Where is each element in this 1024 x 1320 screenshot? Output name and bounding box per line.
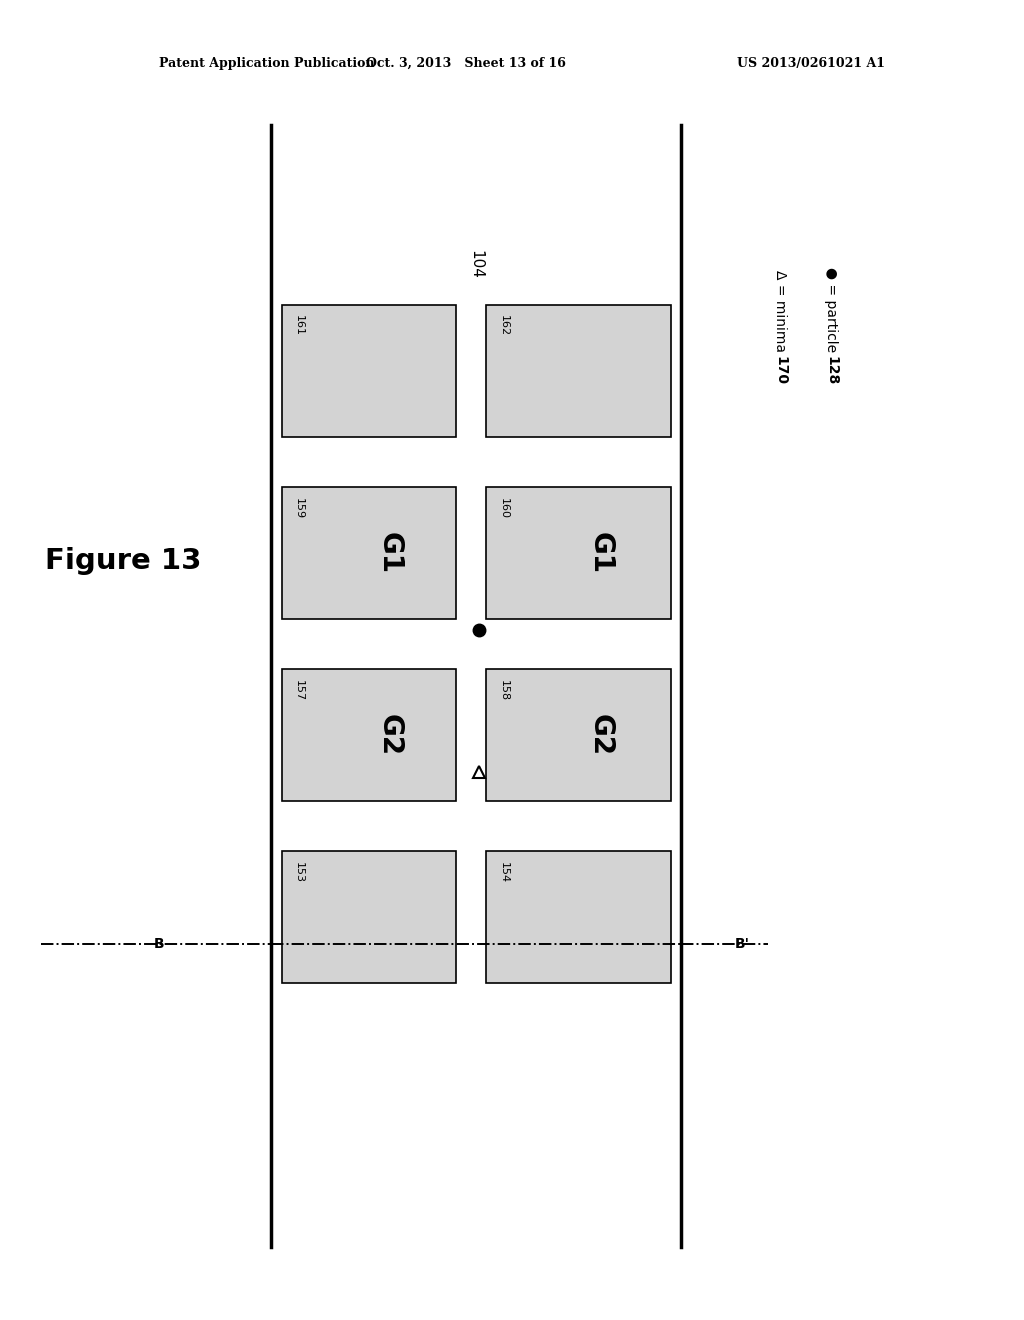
Text: G2: G2	[376, 714, 403, 756]
Text: 153: 153	[294, 862, 304, 883]
Text: B': B'	[735, 937, 750, 950]
Bar	[486, 851, 671, 983]
Text: B: B	[154, 937, 164, 950]
Text: 159: 159	[294, 498, 304, 519]
Text: G1: G1	[376, 532, 403, 574]
Bar	[486, 305, 671, 437]
Text: 162: 162	[499, 315, 509, 337]
Text: Figure 13: Figure 13	[45, 546, 201, 576]
Bar	[486, 487, 671, 619]
Text: 154: 154	[499, 862, 509, 883]
Bar	[282, 305, 456, 437]
Text: Oct. 3, 2013   Sheet 13 of 16: Oct. 3, 2013 Sheet 13 of 16	[366, 57, 566, 70]
Text: ● = particle: ● = particle	[824, 267, 839, 356]
Bar	[282, 851, 456, 983]
Text: 157: 157	[294, 680, 304, 701]
Text: 128: 128	[824, 356, 839, 385]
Bar	[486, 669, 671, 801]
Text: 104: 104	[469, 249, 483, 279]
Text: Δ = minima: Δ = minima	[773, 271, 787, 356]
Text: Patent Application Publication: Patent Application Publication	[159, 57, 374, 70]
Text: 170: 170	[773, 356, 787, 385]
Text: 158: 158	[499, 680, 509, 701]
Text: G1: G1	[587, 532, 614, 574]
Bar	[282, 669, 456, 801]
Text: G2: G2	[587, 714, 614, 756]
Text: US 2013/0261021 A1: US 2013/0261021 A1	[737, 57, 886, 70]
Text: 160: 160	[499, 498, 509, 519]
Text: 161: 161	[294, 315, 304, 337]
Bar	[282, 487, 456, 619]
